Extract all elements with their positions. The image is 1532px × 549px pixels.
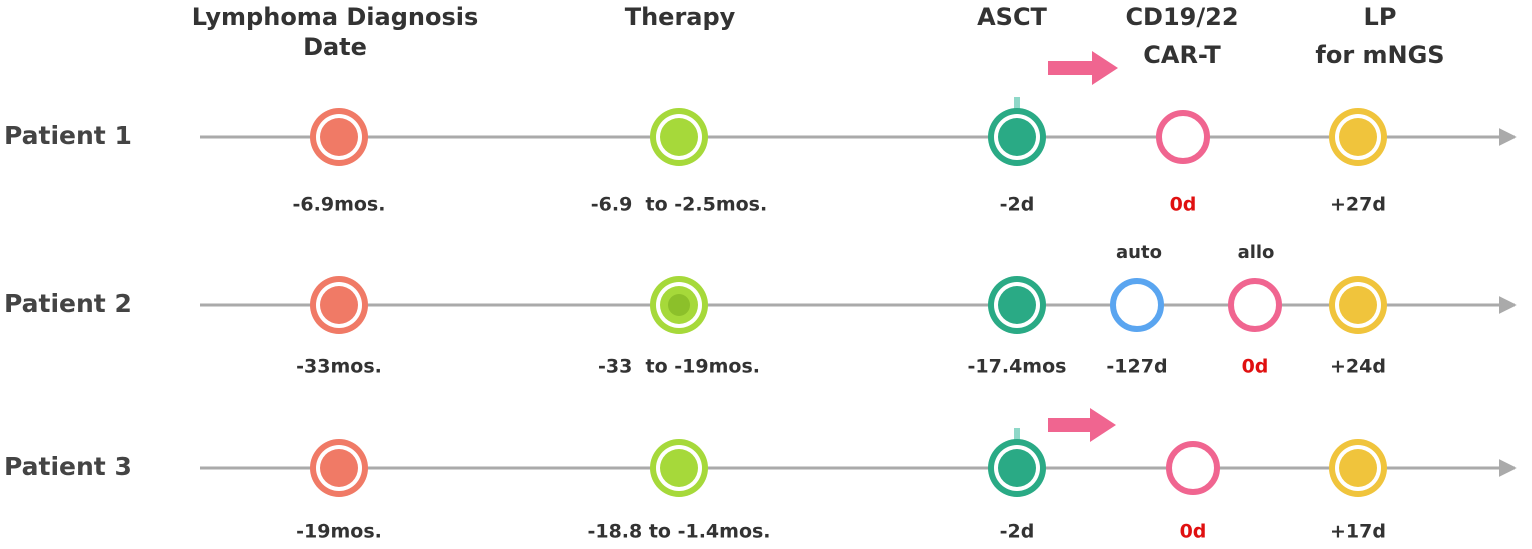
event-time: -19mos. xyxy=(296,521,382,543)
arrow xyxy=(1048,51,1118,85)
column-header: CD19/22 xyxy=(1125,3,1238,31)
event-time: +17d xyxy=(1330,521,1386,543)
event-time: -17.4mos xyxy=(968,356,1067,378)
patient-label: Patient 1 xyxy=(4,121,132,150)
column-header: Therapy xyxy=(625,3,736,31)
event-time: -127d xyxy=(1106,356,1167,378)
event-time: +27d xyxy=(1330,194,1386,216)
column-header: CAR-T xyxy=(1143,41,1221,69)
event-dot xyxy=(1339,286,1377,324)
event-dot xyxy=(320,118,358,156)
event-time: -33mos. xyxy=(296,356,382,378)
event-dot xyxy=(1339,118,1377,156)
event-ring xyxy=(1228,278,1282,332)
event-time: -18.8 to -1.4mos. xyxy=(587,521,770,543)
column-header: LP xyxy=(1364,3,1397,31)
event-time: -2d xyxy=(1000,194,1035,216)
event-dot xyxy=(668,294,690,316)
event-time: -33 to -19mos. xyxy=(598,356,760,378)
event-time: 0d xyxy=(1170,194,1197,216)
event-dot xyxy=(320,286,358,324)
column-header: Lymphoma Diagnosis xyxy=(192,3,479,31)
event-dot xyxy=(660,118,698,156)
event-time: +24d xyxy=(1330,356,1386,378)
column-header: for mNGS xyxy=(1315,41,1444,69)
event-dot xyxy=(998,118,1036,156)
patient-label: Patient 2 xyxy=(4,289,132,318)
car-t-type: auto xyxy=(1116,242,1162,263)
event-time: 0d xyxy=(1242,356,1269,378)
patient-label: Patient 3 xyxy=(4,452,132,481)
column-header: Date xyxy=(303,33,367,61)
event-dot xyxy=(660,449,698,487)
event-dot xyxy=(1339,449,1377,487)
event-dot xyxy=(998,286,1036,324)
event-time: -6.9mos. xyxy=(293,194,386,216)
event-dot xyxy=(998,449,1036,487)
event-ring xyxy=(1156,110,1210,164)
column-header: ASCT xyxy=(977,3,1047,31)
event-ring xyxy=(1110,278,1164,332)
event-dot xyxy=(320,449,358,487)
event-time: -6.9 to -2.5mos. xyxy=(591,194,767,216)
event-ring xyxy=(1166,441,1220,495)
car-t-type: allo xyxy=(1238,242,1275,263)
arrow xyxy=(1048,408,1116,442)
event-time: -2d xyxy=(1000,521,1035,543)
event-time: 0d xyxy=(1180,521,1207,543)
